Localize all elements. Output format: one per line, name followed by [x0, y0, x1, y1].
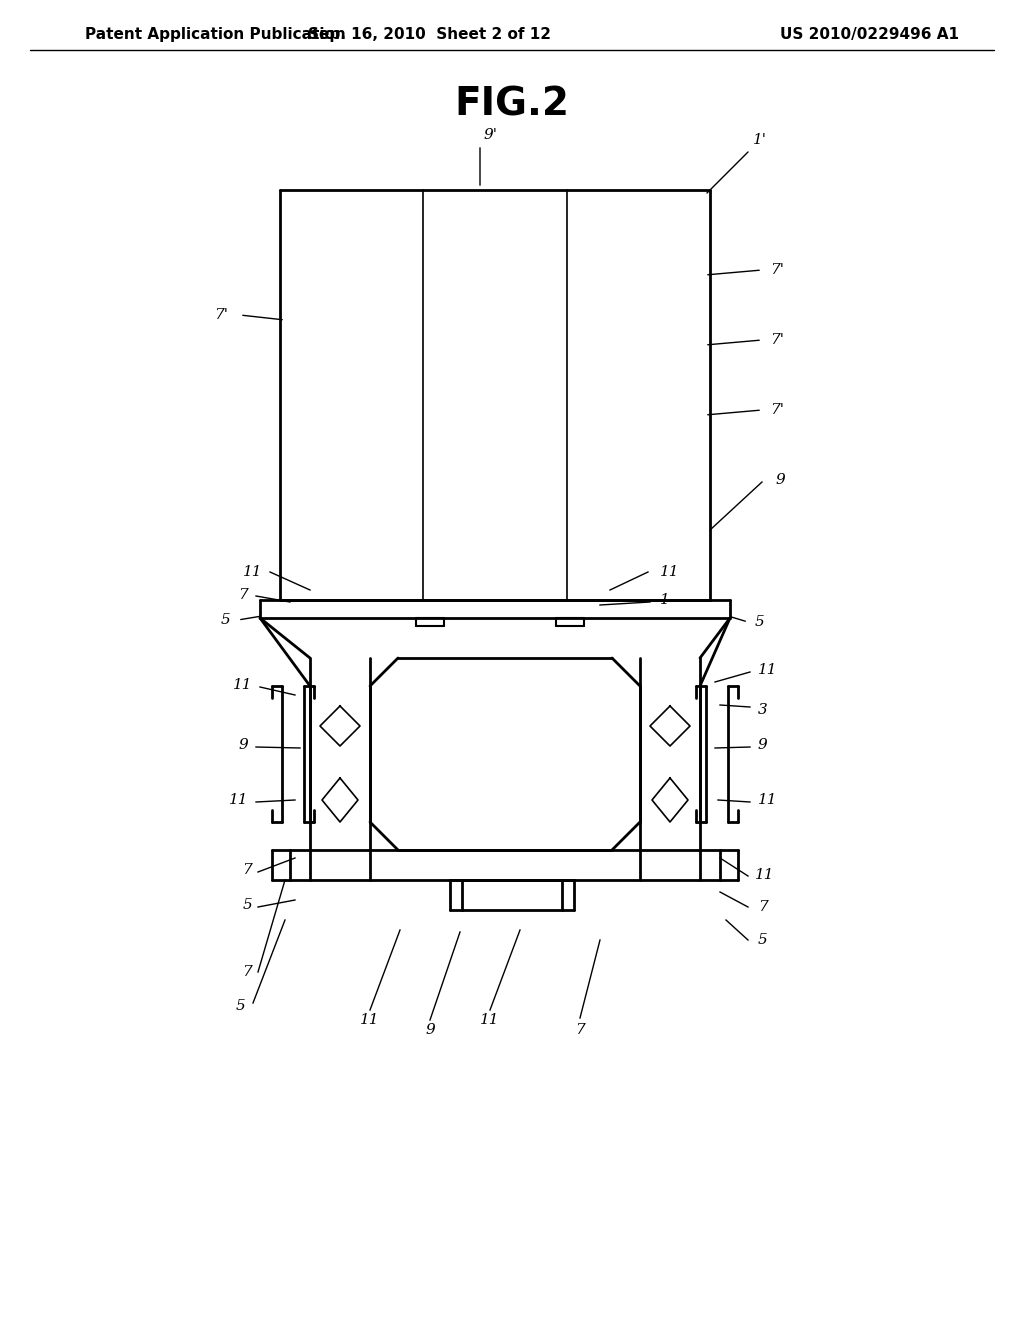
Text: 7': 7': [214, 308, 228, 322]
Text: Patent Application Publication: Patent Application Publication: [85, 28, 346, 42]
Text: 11: 11: [755, 869, 774, 882]
Text: 7: 7: [575, 1023, 585, 1038]
Text: 5: 5: [220, 612, 230, 627]
Text: 5: 5: [758, 933, 768, 946]
Text: 5: 5: [755, 615, 765, 630]
Text: 7: 7: [758, 900, 768, 913]
Text: 9: 9: [775, 473, 784, 487]
Text: Sep. 16, 2010  Sheet 2 of 12: Sep. 16, 2010 Sheet 2 of 12: [308, 28, 552, 42]
Text: 11: 11: [232, 678, 252, 692]
Text: 11: 11: [758, 663, 777, 677]
Text: 11: 11: [360, 1012, 380, 1027]
Text: 9': 9': [483, 128, 497, 143]
Text: 11: 11: [758, 793, 777, 807]
Text: 11: 11: [228, 793, 248, 807]
Text: 1': 1': [753, 133, 767, 147]
Text: 7: 7: [243, 863, 252, 876]
Text: 1: 1: [660, 593, 670, 607]
Text: 9: 9: [758, 738, 768, 752]
Text: 7': 7': [770, 403, 784, 417]
Text: 5: 5: [243, 898, 252, 912]
Text: 9: 9: [239, 738, 248, 752]
Text: 11: 11: [660, 565, 680, 579]
Text: 5: 5: [236, 999, 245, 1012]
Text: 7: 7: [243, 965, 252, 979]
Text: 7': 7': [770, 263, 784, 277]
Text: US 2010/0229496 A1: US 2010/0229496 A1: [780, 28, 959, 42]
Text: 7: 7: [239, 587, 248, 602]
Text: FIG.2: FIG.2: [455, 86, 569, 124]
Text: 11: 11: [480, 1012, 500, 1027]
Text: 9: 9: [425, 1023, 435, 1038]
Text: 11: 11: [243, 565, 262, 579]
Text: 7': 7': [770, 333, 784, 347]
Text: 3: 3: [758, 704, 768, 717]
